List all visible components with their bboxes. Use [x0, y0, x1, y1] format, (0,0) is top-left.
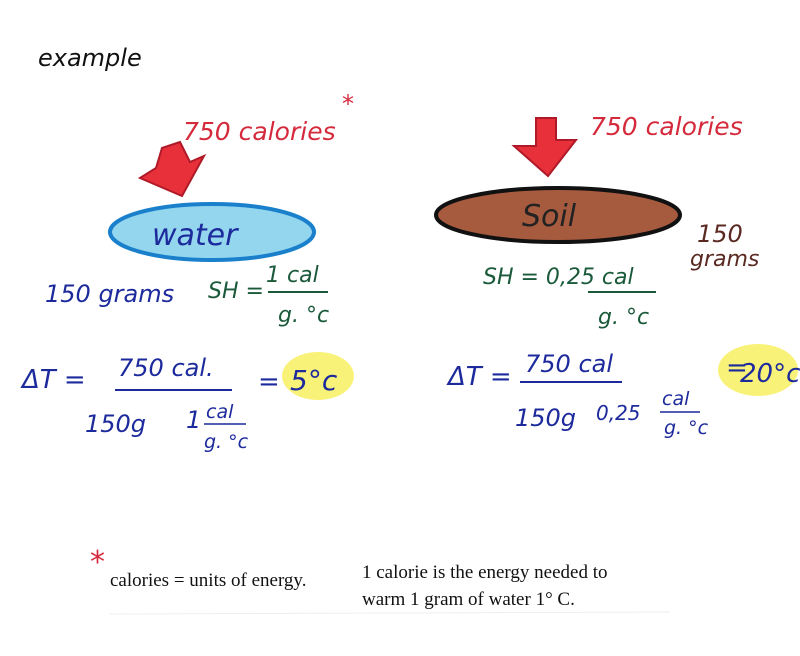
equals: =	[258, 367, 280, 397]
asterisk: *	[342, 90, 354, 118]
asterisk: *	[90, 545, 105, 580]
substance: water	[152, 218, 239, 253]
delta-label: ΔT =	[20, 365, 86, 395]
sh-num: cal	[662, 388, 690, 410]
delta-mass: 150g	[85, 410, 146, 438]
rule	[109, 611, 671, 615]
energy: 750 calories	[590, 112, 743, 141]
mass: 150 grams	[45, 280, 174, 308]
sh-num: cal	[206, 401, 234, 423]
highlight	[718, 344, 798, 396]
sh-den: g. °c	[278, 303, 329, 328]
sh-label: SH = 0,25 cal	[483, 265, 634, 290]
footnote-text: 1 calorie is the energy needed to	[362, 562, 608, 583]
soil-ellipse	[434, 186, 682, 244]
title: example	[38, 44, 142, 72]
sh-value: 0,25	[596, 401, 641, 425]
delta-label: ΔT =	[446, 362, 512, 392]
arrow	[511, 117, 579, 178]
substance: Soil	[522, 199, 577, 234]
water-ellipse	[108, 202, 316, 262]
mass-unit: grams	[690, 247, 759, 272]
footnote-text: calories = units of energy.	[110, 570, 306, 591]
highlight	[282, 352, 354, 400]
sh-num: 1 cal	[266, 263, 319, 288]
delta-num: 750 cal	[525, 350, 613, 378]
sh-den: g. °c	[598, 305, 649, 330]
sh-den: g. °c	[204, 431, 249, 453]
equals: =	[726, 353, 748, 383]
sh-den: g. °c	[664, 417, 709, 439]
result: 5°c	[290, 364, 338, 397]
mass-number: 150	[697, 220, 743, 248]
sh-label: SH =	[208, 279, 264, 304]
result: 20°c	[740, 359, 800, 389]
delta-num: 750 cal.	[118, 354, 214, 382]
sh-value: 1	[186, 406, 201, 434]
footnote-text: warm 1 gram of water 1° C.	[362, 589, 575, 610]
delta-mass: 150g	[515, 404, 576, 432]
arrow	[137, 140, 207, 198]
energy: 750 calories	[183, 117, 336, 146]
